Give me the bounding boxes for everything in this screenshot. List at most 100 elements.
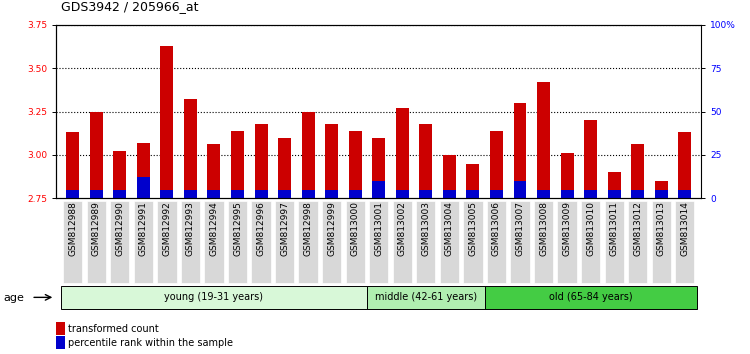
FancyBboxPatch shape [346,201,364,283]
Bar [678,190,692,198]
Bar [302,112,314,198]
Bar [66,190,80,198]
Bar [678,132,692,198]
FancyBboxPatch shape [298,201,318,283]
FancyBboxPatch shape [63,201,82,283]
Bar [278,137,291,198]
Bar [113,190,126,198]
FancyBboxPatch shape [652,201,671,283]
Bar [466,164,479,198]
Bar [326,124,338,198]
Text: GSM813013: GSM813013 [657,201,666,256]
Text: GSM813014: GSM813014 [680,201,689,256]
Bar [66,132,80,198]
Bar [184,190,197,198]
Text: GSM812995: GSM812995 [233,201,242,256]
FancyBboxPatch shape [322,201,341,283]
FancyBboxPatch shape [440,201,459,283]
FancyBboxPatch shape [86,201,106,283]
Bar [608,190,621,198]
FancyBboxPatch shape [510,201,530,283]
Text: GSM813009: GSM813009 [562,201,572,256]
Text: transformed count: transformed count [68,324,159,333]
Text: GSM813007: GSM813007 [515,201,524,256]
Bar [208,190,220,198]
Bar [184,99,197,198]
Text: GSM813005: GSM813005 [469,201,478,256]
Bar [136,143,150,198]
FancyBboxPatch shape [464,201,482,283]
Bar [443,190,456,198]
Bar [560,153,574,198]
Bar [537,190,550,198]
FancyBboxPatch shape [557,201,577,283]
Bar [514,181,526,198]
Bar [254,124,268,198]
FancyBboxPatch shape [251,201,271,283]
Bar [349,190,361,198]
Bar [136,177,150,198]
FancyBboxPatch shape [204,201,224,283]
Bar [560,190,574,198]
Bar [349,131,361,198]
Text: GSM812992: GSM812992 [163,201,172,256]
Bar [231,190,244,198]
Text: GSM812989: GSM812989 [92,201,100,256]
Bar [443,155,456,198]
FancyBboxPatch shape [181,201,200,283]
Bar [490,190,503,198]
Bar [231,131,244,198]
FancyBboxPatch shape [534,201,554,283]
Text: GDS3942 / 205966_at: GDS3942 / 205966_at [61,0,199,13]
FancyBboxPatch shape [628,201,647,283]
FancyBboxPatch shape [416,201,436,283]
Bar [372,137,386,198]
Bar [655,190,668,198]
Text: GSM812991: GSM812991 [139,201,148,256]
FancyBboxPatch shape [369,201,388,283]
FancyBboxPatch shape [61,286,367,308]
Text: GSM813011: GSM813011 [610,201,619,256]
Bar [466,190,479,198]
FancyBboxPatch shape [367,286,484,308]
Bar [608,172,621,198]
Bar [254,190,268,198]
FancyBboxPatch shape [581,201,600,283]
Bar [302,190,314,198]
Text: GSM812998: GSM812998 [304,201,313,256]
Bar [90,190,103,198]
Bar [326,190,338,198]
FancyBboxPatch shape [110,201,130,283]
Bar [278,190,291,198]
FancyBboxPatch shape [393,201,412,283]
Text: GSM813006: GSM813006 [492,201,501,256]
Text: GSM813000: GSM813000 [351,201,360,256]
Bar [208,144,220,198]
Text: old (65-84 years): old (65-84 years) [549,292,632,302]
Bar [584,190,597,198]
FancyBboxPatch shape [484,286,697,308]
Bar [584,120,597,198]
Text: GSM813012: GSM813012 [633,201,642,256]
Text: GSM812997: GSM812997 [280,201,289,256]
Text: GSM812994: GSM812994 [209,201,218,256]
Bar [396,108,409,198]
Text: middle (42-61 years): middle (42-61 years) [375,292,477,302]
Text: percentile rank within the sample: percentile rank within the sample [68,338,233,348]
Bar [419,190,432,198]
Bar [514,103,526,198]
FancyBboxPatch shape [487,201,506,283]
Bar [419,124,432,198]
FancyBboxPatch shape [604,201,624,283]
Text: age: age [4,293,25,303]
FancyBboxPatch shape [275,201,294,283]
Bar [655,181,668,198]
Bar [372,181,386,198]
Text: GSM813003: GSM813003 [422,201,430,256]
Bar [632,190,644,198]
FancyBboxPatch shape [134,201,153,283]
Bar [160,46,173,198]
Text: GSM812993: GSM812993 [186,201,195,256]
FancyBboxPatch shape [158,201,176,283]
Bar [396,190,409,198]
